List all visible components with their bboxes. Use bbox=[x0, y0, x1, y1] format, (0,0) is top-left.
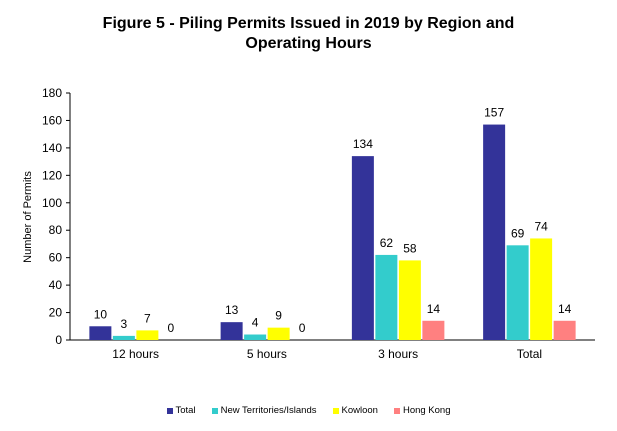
bar bbox=[244, 334, 267, 340]
data-label: 10 bbox=[94, 307, 108, 321]
data-label: 134 bbox=[353, 137, 373, 151]
legend-item: Kowloon bbox=[332, 405, 378, 416]
data-label: 62 bbox=[380, 236, 394, 250]
legend-swatch bbox=[166, 407, 173, 414]
bar bbox=[530, 238, 553, 340]
legend: Total New Territories/Islands Kowloon Hong … bbox=[0, 405, 617, 416]
legend-item: Total bbox=[166, 405, 196, 416]
x-tick-label: 5 hours bbox=[247, 347, 287, 361]
legend-label: Total bbox=[175, 405, 196, 416]
y-tick-label: 120 bbox=[42, 168, 62, 182]
data-label: 14 bbox=[427, 302, 441, 316]
bar bbox=[136, 330, 159, 340]
data-label: 0 bbox=[168, 321, 175, 335]
data-label: 3 bbox=[121, 317, 128, 331]
x-tick-label: Total bbox=[517, 347, 542, 361]
legend-swatch bbox=[393, 407, 400, 414]
chart-title-line-1: Figure 5 - Piling Permits Issued in 2019… bbox=[102, 15, 515, 32]
y-axis-label: Number of Permits bbox=[22, 171, 34, 263]
legend-label: Kowloon bbox=[341, 405, 378, 416]
legend-swatch bbox=[332, 407, 339, 414]
data-label: 4 bbox=[252, 316, 259, 330]
bar bbox=[89, 326, 112, 340]
data-label: 13 bbox=[225, 303, 239, 317]
bar bbox=[351, 156, 374, 340]
y-tick-label: 20 bbox=[49, 306, 63, 320]
bar bbox=[422, 320, 445, 340]
bar bbox=[112, 335, 135, 340]
bar bbox=[220, 322, 243, 340]
bar bbox=[398, 260, 421, 340]
y-tick-label: 160 bbox=[42, 113, 62, 127]
y-tick-label: 40 bbox=[49, 278, 63, 292]
x-tick-label: 3 hours bbox=[378, 347, 418, 361]
legend-swatch bbox=[211, 407, 218, 414]
data-label: 0 bbox=[299, 321, 306, 335]
data-label: 74 bbox=[534, 219, 548, 233]
data-label: 58 bbox=[403, 241, 417, 255]
data-label: 9 bbox=[275, 309, 282, 323]
legend-item: Hong Kong bbox=[393, 405, 451, 416]
y-tick-label: 100 bbox=[42, 196, 62, 210]
y-tick-label: 140 bbox=[42, 141, 62, 155]
data-label: 69 bbox=[511, 226, 525, 240]
chart-title: Figure 5 - Piling Permits Issued in 2019… bbox=[0, 14, 617, 54]
bar bbox=[267, 327, 290, 340]
legend-label: Hong Kong bbox=[402, 405, 451, 416]
x-tick-label: 12 hours bbox=[112, 347, 159, 361]
y-tick-label: 60 bbox=[49, 251, 63, 265]
chart-title-line-2: Operating Hours bbox=[245, 35, 372, 52]
legend-item: New Territories/Islands bbox=[211, 405, 317, 416]
legend-label: New Territories/Islands bbox=[220, 405, 317, 416]
bar bbox=[483, 124, 506, 340]
bar bbox=[375, 254, 398, 340]
data-label: 157 bbox=[484, 106, 504, 120]
y-tick-label: 80 bbox=[49, 223, 63, 237]
y-tick-label: 0 bbox=[55, 333, 62, 347]
data-label: 7 bbox=[144, 311, 151, 325]
bar bbox=[506, 245, 529, 340]
data-label: 14 bbox=[558, 302, 572, 316]
y-tick-label: 180 bbox=[42, 86, 62, 100]
bar bbox=[553, 320, 576, 340]
